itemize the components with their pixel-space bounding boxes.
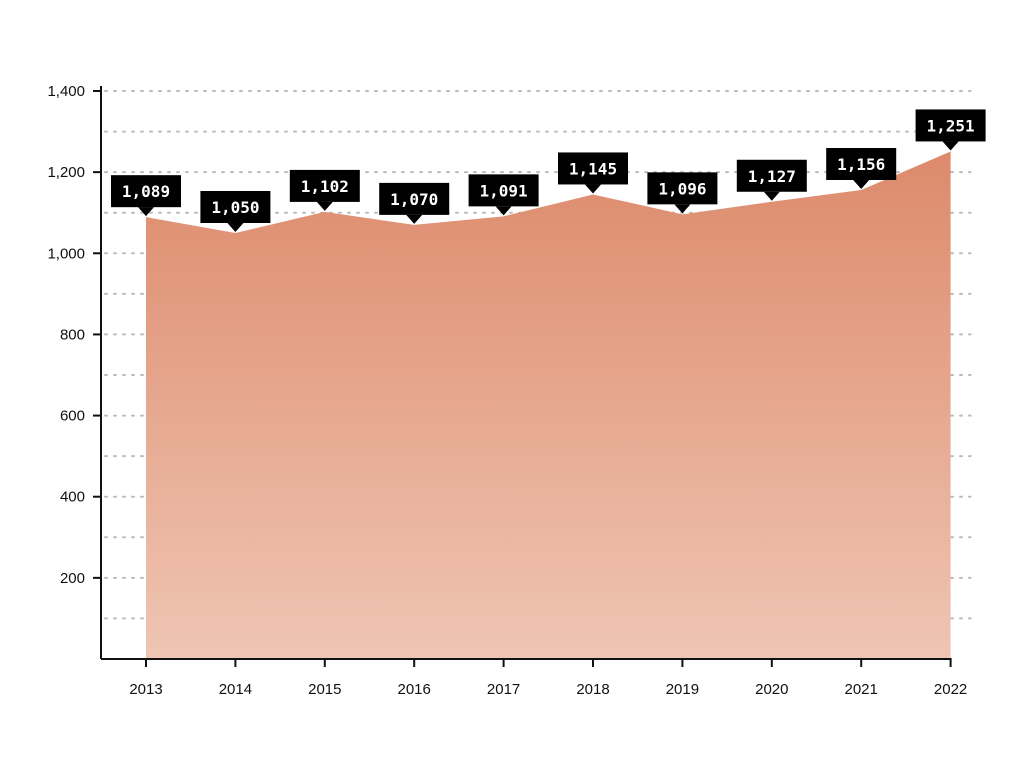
data-label-box bbox=[826, 147, 897, 180]
data-label-text: 1,145 bbox=[569, 159, 617, 178]
data-label-box bbox=[647, 172, 718, 205]
y-tick-label: 1,400 bbox=[47, 83, 85, 100]
data-label-text: 1,156 bbox=[837, 155, 885, 174]
data-label: 1,145 bbox=[558, 152, 628, 194]
y-tick-label: 800 bbox=[60, 326, 85, 343]
y-tick-label: 1,200 bbox=[47, 164, 85, 181]
y-tick-label: 200 bbox=[60, 570, 85, 587]
area-series bbox=[146, 151, 951, 660]
y-tick-label: 1,000 bbox=[47, 245, 85, 262]
data-label-text: 1,102 bbox=[301, 177, 349, 196]
y-tick-label: 600 bbox=[60, 408, 85, 425]
data-label-box bbox=[379, 182, 450, 215]
data-label-box bbox=[111, 175, 181, 208]
data-label-box bbox=[915, 109, 986, 142]
data-label-pointer bbox=[138, 207, 154, 217]
data-label-text: 1,251 bbox=[927, 116, 975, 135]
data-label-pointer bbox=[674, 204, 691, 214]
data-label: 1,096 bbox=[647, 172, 718, 214]
x-tick-label: 2014 bbox=[219, 681, 252, 698]
y-tick-label: 400 bbox=[60, 489, 85, 506]
data-label-text: 1,050 bbox=[211, 198, 259, 217]
data-label-text: 1,127 bbox=[748, 167, 796, 186]
x-tick-label: 2016 bbox=[398, 681, 431, 698]
data-label-pointer bbox=[495, 206, 512, 216]
data-label-pointer bbox=[853, 179, 870, 189]
data-label: 1,070 bbox=[379, 182, 450, 224]
x-tick-label: 2015 bbox=[308, 681, 341, 698]
data-label: 1,089 bbox=[111, 175, 181, 217]
x-tick-label: 2017 bbox=[487, 681, 520, 698]
data-label-pointer bbox=[406, 214, 423, 224]
data-label-pointer bbox=[227, 223, 244, 232]
data-label-text: 1,091 bbox=[480, 181, 528, 200]
x-tick-label: 2013 bbox=[129, 681, 162, 698]
data-label: 1,127 bbox=[736, 159, 807, 201]
x-tick-label: 2018 bbox=[576, 681, 609, 698]
data-label-pointer bbox=[585, 184, 601, 194]
data-label-box bbox=[289, 169, 360, 202]
data-label-pointer bbox=[316, 201, 333, 211]
data-label-pointer bbox=[942, 141, 959, 151]
data-label-text: 1,070 bbox=[390, 190, 438, 209]
data-labels: 1,089 1,050 1,102 1,070 1,091 1,145 1,096 1,127… bbox=[111, 109, 986, 232]
data-label-box bbox=[468, 174, 539, 207]
data-label-box bbox=[200, 191, 271, 223]
data-label: 1,091 bbox=[468, 174, 539, 216]
data-label-box bbox=[558, 152, 628, 185]
data-label-box bbox=[736, 159, 807, 192]
x-tick-label: 2020 bbox=[755, 681, 788, 698]
data-label-pointer bbox=[763, 191, 780, 201]
x-tick-label: 2021 bbox=[845, 681, 878, 698]
data-label: 1,102 bbox=[289, 169, 360, 211]
data-label-text: 1,096 bbox=[658, 179, 706, 198]
x-tick-label: 2019 bbox=[666, 681, 699, 698]
data-label-text: 1,089 bbox=[122, 182, 170, 201]
x-tick-label: 2022 bbox=[934, 681, 967, 698]
data-label: 1,050 bbox=[200, 191, 271, 232]
data-label: 1,251 bbox=[915, 109, 986, 151]
axes: 200 400 600 800 1,000 1,200 1,400 2013 2014 2015 2… bbox=[47, 83, 967, 698]
data-label: 1,156 bbox=[826, 147, 897, 189]
